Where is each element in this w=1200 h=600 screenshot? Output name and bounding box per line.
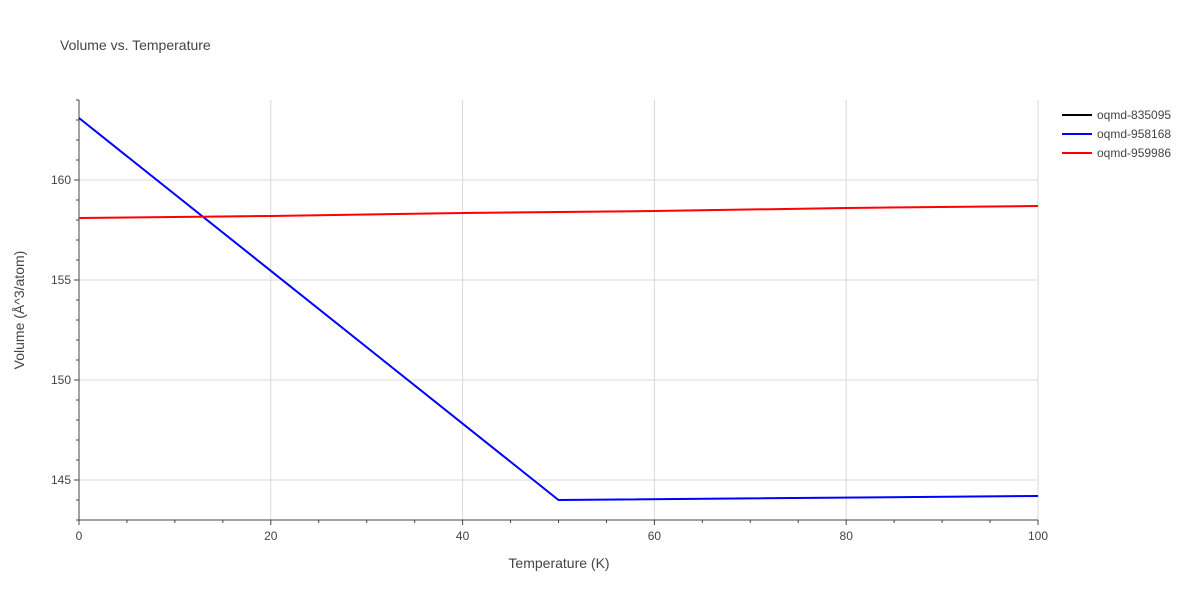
legend-item-oqmd-835095[interactable]: oqmd-835095	[1062, 108, 1171, 122]
x-tick-label: 0	[76, 529, 83, 543]
x-tick-label: 40	[456, 529, 470, 543]
legend-label: oqmd-835095	[1097, 108, 1171, 122]
legend[interactable]: oqmd-835095 oqmd-958168 oqmd-959986	[1062, 108, 1171, 160]
y-tick-label: 145	[51, 473, 71, 487]
chart-title: Volume vs. Temperature	[60, 37, 211, 53]
y-tick-label: 150	[51, 373, 71, 387]
x-tick-label: 100	[1028, 529, 1048, 543]
series-line-oqmd-958168	[78, 117, 1039, 501]
y-axis-title: Volume (Å^3/atom)	[11, 251, 27, 370]
grid	[79, 100, 1039, 520]
y-tick-label: 155	[51, 273, 71, 287]
legend-item-oqmd-959986[interactable]: oqmd-959986	[1062, 146, 1171, 160]
legend-label: oqmd-959986	[1097, 146, 1171, 160]
x-tick-label: 60	[648, 529, 662, 543]
x-tick-label: 80	[840, 529, 854, 543]
y-tick-label: 160	[51, 173, 71, 187]
legend-label: oqmd-958168	[1097, 127, 1171, 141]
series-lines	[78, 117, 1039, 501]
series-line-oqmd-959986	[78, 205, 1039, 219]
x-tick-label: 20	[264, 529, 278, 543]
axes: 0 20 40 60 80 100 145 150 155 160	[51, 99, 1048, 543]
x-axis-title: Temperature (K)	[508, 555, 609, 571]
legend-item-oqmd-958168[interactable]: oqmd-958168	[1062, 127, 1171, 141]
